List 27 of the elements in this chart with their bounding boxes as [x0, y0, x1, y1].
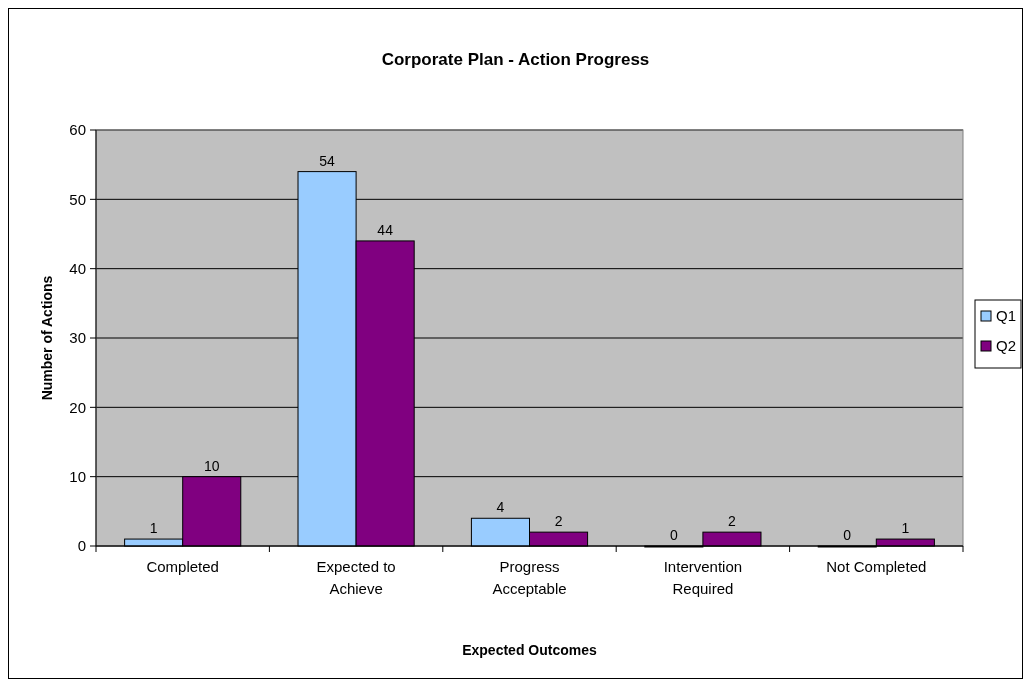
x-tick-label: Intervention Required	[663, 558, 743, 597]
y-tick-label: 0	[77, 537, 86, 555]
data-label: 1	[149, 520, 158, 537]
y-tick-label: 50	[69, 190, 86, 208]
x-tick-label: Progress Acceptable	[492, 558, 567, 597]
x-tick-label: Completed	[146, 558, 219, 575]
y-tick-label: 40	[69, 259, 86, 277]
data-label: 1	[901, 520, 910, 537]
y-axis-title: Number of Actions	[39, 275, 55, 401]
legend-label: Q1	[996, 307, 1017, 325]
y-tick-label: 30	[69, 329, 86, 347]
chart-title: Corporate Plan - Action Progress	[381, 50, 650, 69]
data-label: 10	[203, 457, 220, 474]
data-label: 44	[377, 221, 394, 238]
data-label: 54	[319, 152, 336, 169]
data-label: 4	[496, 499, 505, 516]
data-label: 0	[669, 527, 678, 543]
data-label: 2	[554, 513, 563, 530]
x-axis-title: Expected Outcomes	[462, 642, 598, 658]
y-tick-label: 10	[69, 467, 86, 485]
data-label: 2	[728, 513, 737, 530]
x-tick-label: Not Completed	[826, 558, 927, 575]
x-tick-label: Expected to Achieve	[316, 558, 396, 597]
data-label: 0	[843, 527, 852, 543]
y-tick-label: 60	[69, 121, 86, 139]
legend-label: Q2	[996, 337, 1017, 355]
y-tick-label: 20	[69, 398, 86, 416]
